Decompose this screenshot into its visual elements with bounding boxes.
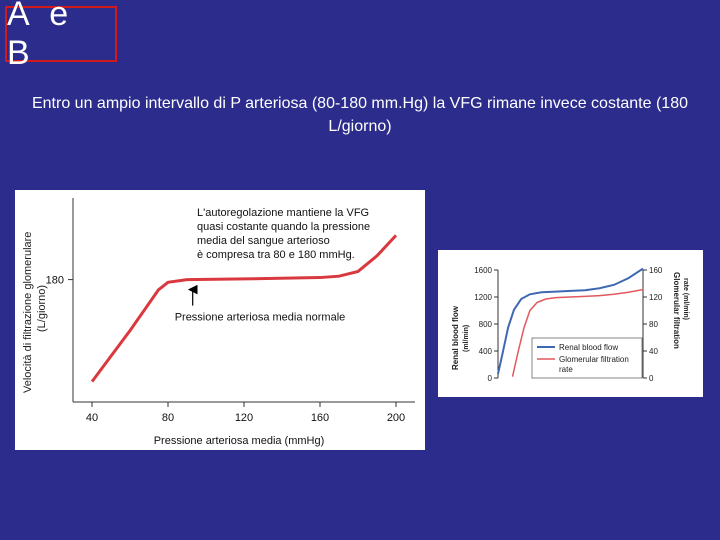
right-axis-unit: rate (ml/min) bbox=[682, 278, 689, 320]
rbf-gfr-chart: Renal blood flow (ml/min) Glomerular fil… bbox=[451, 266, 689, 383]
x-tick-label: 40 bbox=[86, 412, 98, 424]
left-axis-label: Renal blood flow bbox=[451, 305, 460, 370]
y-tick-label: 180 bbox=[46, 275, 64, 287]
right-tick-label: 120 bbox=[649, 293, 663, 302]
gfr-line bbox=[511, 288, 644, 377]
right-tick-label: 160 bbox=[649, 266, 663, 275]
annotation-line-4: è compresa tra 80 e 180 mmHg. bbox=[197, 249, 355, 261]
renal-blood-flow-line bbox=[497, 267, 644, 375]
left-axis-unit: (ml/min) bbox=[463, 325, 470, 352]
left-tick-label: 400 bbox=[479, 347, 493, 356]
legend-label-gfr: Glomerular filtration bbox=[559, 355, 629, 364]
x-tick-label: 200 bbox=[387, 412, 405, 424]
x-axis-label: Pressione arteriosa media (mmHg) bbox=[154, 435, 325, 447]
x-tick-label: 120 bbox=[235, 412, 253, 424]
annotation-line-3: media del sangue arterioso bbox=[197, 235, 330, 247]
right-tick-label: 80 bbox=[649, 320, 658, 329]
left-tick-label: 0 bbox=[488, 374, 493, 383]
right-tick-label: 0 bbox=[649, 374, 654, 383]
x-tick-label: 80 bbox=[162, 412, 174, 424]
right-axis-label: Glomerular filtration bbox=[672, 272, 681, 349]
gfr-autoregulation-chart: Velocità di filtrazione glomerulare (L/g… bbox=[22, 198, 415, 447]
left-tick-label: 800 bbox=[479, 320, 493, 329]
annotation-line-1: L'autoregolazione mantiene la VFG bbox=[197, 207, 369, 219]
slide-title: A e B bbox=[5, 0, 117, 72]
gfr-series-line bbox=[90, 234, 398, 383]
legend-box bbox=[531, 337, 643, 379]
legend-label-rbf: Renal blood flow bbox=[559, 343, 618, 352]
x-tick-label: 160 bbox=[311, 412, 329, 424]
slide-subtitle: Entro un ampio intervallo di P arteriosa… bbox=[31, 95, 688, 135]
right-tick-label: 40 bbox=[649, 347, 658, 356]
y-axis-label: Velocità di filtrazione glomerulare bbox=[22, 232, 34, 393]
chart-panel-a: Velocità di filtrazione glomerulare (L/g… bbox=[15, 190, 425, 450]
normal-pressure-label: Pressione arteriosa media normale bbox=[175, 312, 346, 324]
chart-panel-b: Renal blood flow (ml/min) Glomerular fil… bbox=[438, 250, 703, 397]
legend-label-gfr-line2: rate bbox=[559, 365, 573, 374]
annotation-line-2: quasi costante quando la pressione bbox=[197, 221, 370, 233]
left-tick-label: 1600 bbox=[474, 266, 492, 275]
y-axis-label-unit: (L/giorno) bbox=[36, 285, 48, 332]
left-tick-label: 1200 bbox=[474, 293, 492, 302]
